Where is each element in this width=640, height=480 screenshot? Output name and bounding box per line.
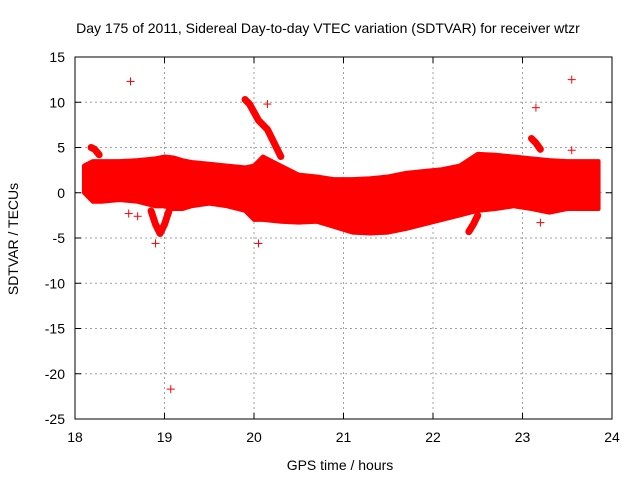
y-tick-label: 5 (57, 140, 65, 156)
y-tick-label: -15 (45, 321, 65, 337)
grid-lines (75, 57, 612, 419)
data-point (126, 77, 135, 86)
axis-ticks: 18 19 20 21 22 23 24 15 10 5 0 -5 -10 -15 -20 -25 (45, 49, 620, 445)
data-point (567, 146, 576, 155)
y-tick-label: 15 (49, 49, 65, 65)
y-tick-label: 10 (49, 94, 65, 110)
data-point (151, 239, 160, 248)
data-point (567, 75, 576, 84)
data-point (166, 385, 175, 394)
x-tick-label: 21 (336, 429, 352, 445)
x-tick-label: 19 (157, 429, 173, 445)
data-spike (241, 96, 285, 161)
y-tick-label: -25 (45, 411, 65, 427)
data-point (263, 100, 272, 109)
x-tick-label: 23 (515, 429, 531, 445)
data-points (124, 75, 576, 394)
x-axis-label: GPS time / hours (287, 457, 394, 473)
data-point (124, 209, 133, 218)
data-point (536, 218, 545, 227)
data-spike (527, 134, 544, 153)
data-point (133, 212, 142, 221)
data-band (81, 96, 601, 237)
data-dip (465, 211, 482, 236)
x-tick-label: 20 (246, 429, 262, 445)
data-point (531, 103, 540, 112)
y-tick-label: 0 (57, 185, 65, 201)
y-tick-label: -5 (53, 230, 66, 246)
y-tick-label: -10 (45, 275, 65, 291)
data-point (254, 239, 263, 248)
chart-title: Day 175 of 2011, Sidereal Day-to-day VTE… (76, 20, 580, 36)
y-axis-label: SDTVAR / TECUs (5, 183, 21, 295)
data-dip (147, 207, 173, 237)
data-spike (87, 144, 103, 159)
y-tick-label: -20 (45, 366, 65, 382)
x-tick-label: 22 (425, 429, 441, 445)
data-band-area (81, 151, 601, 236)
x-tick-label: 18 (67, 429, 83, 445)
x-tick-label: 24 (604, 429, 620, 445)
